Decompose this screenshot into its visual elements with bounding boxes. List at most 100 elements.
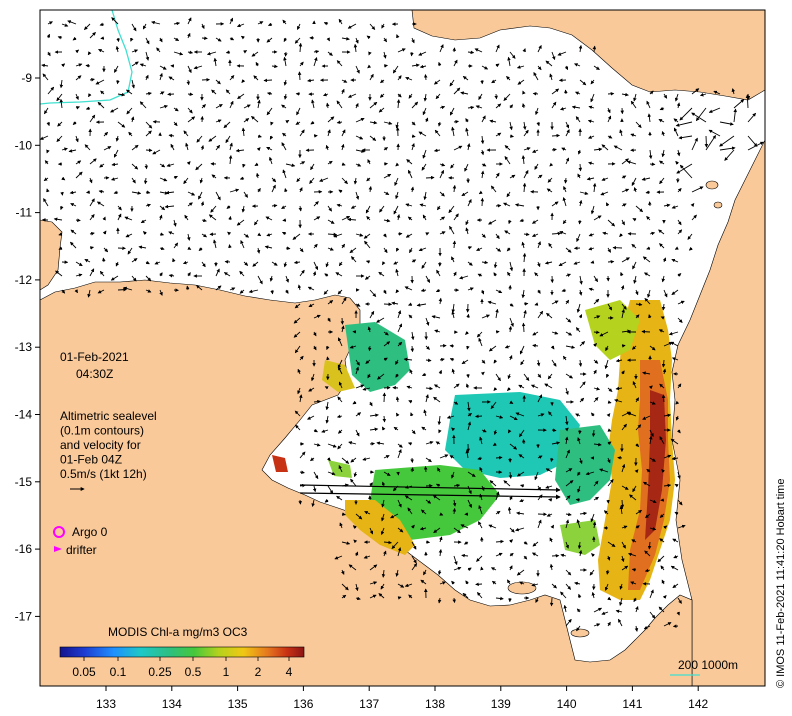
velocity-arrow xyxy=(708,129,721,137)
velocity-arrow xyxy=(475,414,483,419)
velocity-arrow xyxy=(255,61,260,67)
velocity-arrow xyxy=(422,214,427,221)
velocity-arrow xyxy=(285,163,296,168)
velocity-arrow xyxy=(159,272,163,277)
lon-tick-label: 138 xyxy=(425,697,445,711)
velocity-arrow xyxy=(187,191,196,196)
velocity-arrow xyxy=(367,64,372,69)
lon-tick-label: 133 xyxy=(96,697,116,711)
velocity-arrow xyxy=(225,135,231,144)
velocity-arrow xyxy=(125,233,133,238)
velocity-arrow xyxy=(419,203,427,207)
velocity-arrow xyxy=(677,229,683,235)
velocity-arrow xyxy=(642,256,651,263)
velocity-arrow xyxy=(475,582,483,587)
velocity-arrow xyxy=(283,93,288,100)
velocity-arrow xyxy=(465,127,469,137)
velocity-arrow xyxy=(327,116,335,123)
velocity-arrow xyxy=(186,285,190,291)
velocity-arrow xyxy=(349,345,357,349)
velocity-arrow xyxy=(522,121,527,130)
velocity-arrow xyxy=(251,116,259,123)
velocity-arrow xyxy=(75,49,80,54)
velocity-arrow xyxy=(564,65,569,71)
velocity-arrow xyxy=(311,99,315,109)
velocity-arrow xyxy=(283,37,288,43)
velocity-arrow xyxy=(467,198,472,207)
velocity-arrow xyxy=(630,133,637,137)
velocity-arrow xyxy=(257,99,261,109)
velocity-arrow xyxy=(646,246,651,250)
velocity-arrow xyxy=(341,129,346,137)
velocity-arrow xyxy=(733,99,745,109)
velocity-arrow xyxy=(365,205,371,214)
velocity-arrow xyxy=(263,78,273,83)
lon-tick-label: 140 xyxy=(557,697,577,711)
velocity-arrow xyxy=(312,271,317,277)
velocity-arrow xyxy=(521,155,526,165)
velocity-arrow xyxy=(474,48,483,53)
velocity-arrow xyxy=(236,219,245,226)
velocity-arrow xyxy=(97,101,105,109)
velocity-arrow xyxy=(421,163,427,171)
velocity-arrow xyxy=(200,145,205,151)
legend-line: 01-Feb 04Z xyxy=(60,453,122,467)
velocity-arrow xyxy=(423,93,428,102)
velocity-arrow xyxy=(452,240,457,249)
velocity-arrow xyxy=(466,143,471,151)
velocity-arrow xyxy=(313,314,321,319)
velocity-arrow xyxy=(299,129,305,137)
velocity-arrow xyxy=(467,261,473,266)
lon-tick-label: 134 xyxy=(162,697,182,711)
velocity-arrow xyxy=(494,93,498,100)
velocity-arrow xyxy=(110,275,119,281)
velocity-arrow xyxy=(565,247,572,253)
velocity-arrow xyxy=(504,345,511,349)
velocity-arrow xyxy=(590,260,595,264)
velocity-arrow xyxy=(313,331,317,337)
velocity-arrow xyxy=(347,23,357,29)
velocity-arrow xyxy=(173,121,178,127)
velocity-arrow xyxy=(139,101,147,109)
velocity-arrow xyxy=(228,215,232,221)
velocity-arrow xyxy=(223,272,231,277)
velocity-arrow xyxy=(590,93,595,103)
velocity-arrow xyxy=(548,498,553,502)
velocity-arrow xyxy=(658,329,665,333)
velocity-arrow xyxy=(281,205,287,209)
velocity-arrow xyxy=(131,258,138,263)
velocity-arrow xyxy=(481,115,486,123)
velocity-arrow xyxy=(523,309,527,319)
velocity-arrow xyxy=(128,131,133,137)
velocity-arrow xyxy=(481,65,489,70)
velocity-arrow xyxy=(588,233,595,237)
velocity-arrow xyxy=(705,134,716,151)
velocity-arrow xyxy=(536,121,540,127)
velocity-arrow xyxy=(159,104,168,109)
velocity-arrow xyxy=(131,23,137,32)
velocity-arrow xyxy=(607,303,613,311)
velocity-arrow xyxy=(159,246,165,251)
velocity-arrow xyxy=(327,247,334,251)
velocity-arrow xyxy=(588,105,595,110)
velocity-arrow xyxy=(215,144,220,151)
velocity-arrow xyxy=(187,246,192,250)
velocity-arrow xyxy=(75,171,83,179)
velocity-arrow xyxy=(365,260,371,264)
lat-tick-label: -12 xyxy=(15,273,33,287)
velocity-arrow xyxy=(115,135,120,142)
velocity-arrow xyxy=(450,163,455,169)
velocity-arrow xyxy=(506,191,511,198)
velocity-arrow xyxy=(89,198,95,207)
velocity-arrow xyxy=(649,231,656,236)
velocity-arrow xyxy=(309,177,315,184)
velocity-arrow xyxy=(294,303,301,309)
velocity-arrow xyxy=(313,243,318,249)
velocity-arrow xyxy=(70,203,77,207)
velocity-arrow xyxy=(551,148,557,152)
velocity-arrow xyxy=(405,76,413,81)
velocity-arrow xyxy=(410,331,415,341)
velocity-arrow xyxy=(563,177,568,184)
velocity-arrow xyxy=(187,50,194,55)
velocity-arrow xyxy=(271,64,278,69)
